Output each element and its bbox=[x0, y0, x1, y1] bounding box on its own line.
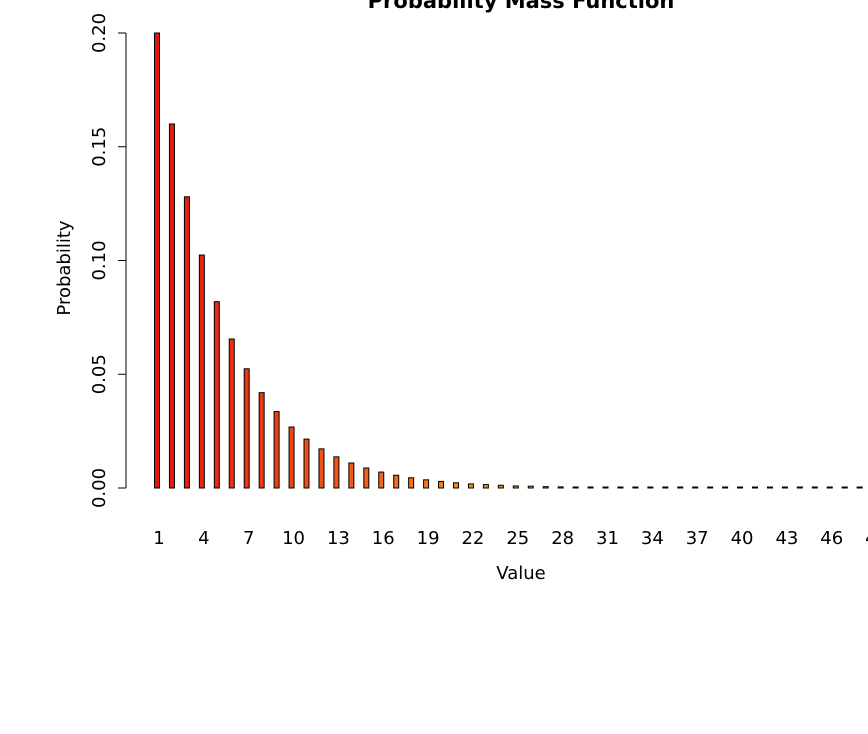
bar-35 bbox=[662, 486, 669, 489]
bar-23 bbox=[482, 484, 489, 489]
chart-title: Probability Mass Function bbox=[368, 0, 675, 13]
bar-29 bbox=[572, 486, 579, 489]
bar-24 bbox=[497, 484, 504, 489]
bar-46 bbox=[826, 486, 833, 489]
bar-26 bbox=[527, 485, 534, 489]
bar-10 bbox=[288, 426, 295, 489]
bar-40 bbox=[737, 486, 744, 489]
bar-13 bbox=[333, 456, 340, 489]
bar-32 bbox=[617, 486, 624, 489]
x-tick-label: 37 bbox=[686, 528, 709, 549]
bar-20 bbox=[438, 480, 445, 489]
x-tick-label: 1 bbox=[153, 528, 164, 549]
x-tick-label: 22 bbox=[461, 528, 484, 549]
bars bbox=[154, 32, 863, 489]
x-tick-label: 7 bbox=[243, 528, 254, 549]
bar-33 bbox=[632, 486, 639, 489]
y-tick-label: 0.00 bbox=[89, 468, 110, 508]
x-axis-label: Value bbox=[496, 563, 545, 584]
y-tick-label: 0.20 bbox=[89, 13, 110, 53]
bar-3 bbox=[183, 196, 190, 489]
bar-38 bbox=[707, 486, 714, 489]
x-tick-label: 43 bbox=[775, 528, 798, 549]
bar-19 bbox=[423, 479, 430, 489]
bar-45 bbox=[811, 486, 818, 489]
bar-1 bbox=[154, 32, 160, 489]
bar-39 bbox=[722, 486, 729, 489]
x-tick-label: 46 bbox=[820, 528, 843, 549]
bar-16 bbox=[378, 471, 385, 489]
x-tick-label: 25 bbox=[506, 528, 529, 549]
bar-6 bbox=[228, 338, 235, 489]
bar-37 bbox=[692, 486, 699, 489]
y-axis-label: Probability bbox=[54, 220, 75, 315]
y-tick-label: 0.10 bbox=[89, 240, 110, 280]
bar-47 bbox=[841, 486, 848, 489]
x-tick-label: 4 bbox=[198, 528, 209, 549]
x-tick-label: 28 bbox=[551, 528, 574, 549]
x-tick-label: 19 bbox=[417, 528, 440, 549]
bar-4 bbox=[198, 254, 205, 489]
bar-17 bbox=[393, 474, 400, 489]
bar-42 bbox=[766, 486, 773, 489]
bar-44 bbox=[796, 486, 803, 489]
y-axis: 0.00 0.05 0.10 0.15 0.20 bbox=[89, 13, 127, 508]
bar-28 bbox=[557, 486, 564, 489]
x-axis: 1 4 7 10 13 16 19 22 25 28 31 34 37 40 43 46 49 bbox=[153, 528, 868, 549]
bar-15 bbox=[363, 467, 370, 489]
bar-12 bbox=[318, 448, 325, 489]
bar-21 bbox=[453, 482, 459, 489]
bar-31 bbox=[602, 486, 609, 489]
x-tick-label: 34 bbox=[641, 528, 664, 549]
y-tick-label: 0.05 bbox=[89, 354, 110, 394]
bar-2 bbox=[168, 123, 175, 489]
bar-8 bbox=[258, 392, 265, 489]
bar-43 bbox=[781, 486, 788, 489]
bar-48 bbox=[856, 486, 863, 489]
bar-41 bbox=[752, 486, 758, 489]
bar-7 bbox=[243, 368, 250, 489]
bar-34 bbox=[647, 486, 654, 489]
bar-11 bbox=[303, 438, 310, 489]
bar-5 bbox=[213, 301, 220, 489]
x-tick-label: 16 bbox=[372, 528, 395, 549]
bar-9 bbox=[273, 411, 280, 489]
x-tick-label: 40 bbox=[731, 528, 754, 549]
x-tick-label: 49 bbox=[865, 528, 868, 549]
x-tick-label: 13 bbox=[327, 528, 350, 549]
bar-14 bbox=[348, 462, 355, 489]
x-tick-label: 31 bbox=[596, 528, 619, 549]
bar-22 bbox=[467, 483, 474, 489]
bar-36 bbox=[677, 486, 684, 489]
bar-30 bbox=[587, 486, 594, 489]
bar-18 bbox=[408, 477, 415, 489]
bar-25 bbox=[512, 485, 519, 489]
y-tick-label: 0.15 bbox=[89, 127, 110, 167]
x-tick-label: 10 bbox=[282, 528, 305, 549]
bar-27 bbox=[542, 486, 549, 489]
